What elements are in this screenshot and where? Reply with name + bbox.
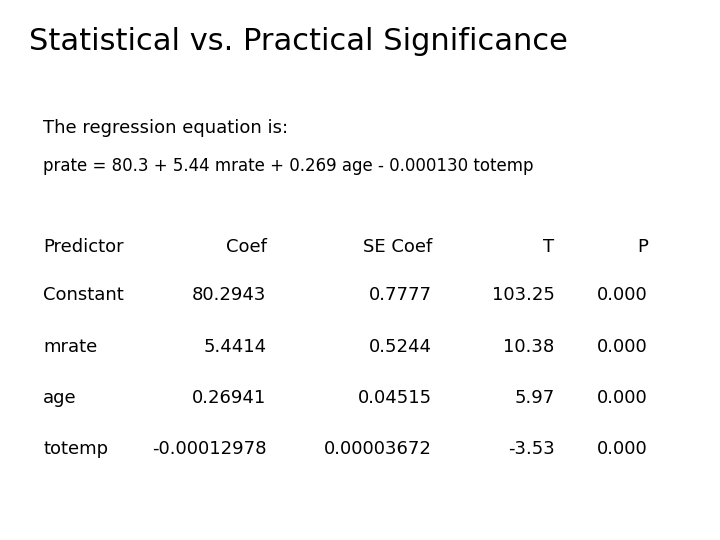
Text: Predictor: Predictor: [43, 238, 124, 255]
Text: 10.38: 10.38: [503, 338, 554, 355]
Text: Coef: Coef: [225, 238, 266, 255]
Text: 0.5244: 0.5244: [369, 338, 432, 355]
Text: P: P: [637, 238, 648, 255]
Text: totemp: totemp: [43, 440, 108, 458]
Text: 0.00003672: 0.00003672: [324, 440, 432, 458]
Text: 0.000: 0.000: [598, 286, 648, 304]
Text: 0.000: 0.000: [598, 440, 648, 458]
Text: 80.2943: 80.2943: [192, 286, 266, 304]
Text: 0.7777: 0.7777: [369, 286, 432, 304]
Text: -0.00012978: -0.00012978: [152, 440, 266, 458]
Text: age: age: [43, 389, 77, 407]
Text: 0.04515: 0.04515: [358, 389, 432, 407]
Text: The regression equation is:: The regression equation is:: [43, 119, 288, 137]
Text: 5.97: 5.97: [514, 389, 554, 407]
Text: T: T: [544, 238, 554, 255]
Text: mrate: mrate: [43, 338, 97, 355]
Text: 0.26941: 0.26941: [192, 389, 266, 407]
Text: 0.000: 0.000: [598, 338, 648, 355]
Text: 103.25: 103.25: [492, 286, 554, 304]
Text: prate = 80.3 + 5.44 mrate + 0.269 age - 0.000130 totemp: prate = 80.3 + 5.44 mrate + 0.269 age - …: [43, 157, 534, 174]
Text: -3.53: -3.53: [508, 440, 554, 458]
Text: Constant: Constant: [43, 286, 124, 304]
Text: 5.4414: 5.4414: [203, 338, 266, 355]
Text: 0.000: 0.000: [598, 389, 648, 407]
Text: SE Coef: SE Coef: [363, 238, 432, 255]
Text: Statistical vs. Practical Significance: Statistical vs. Practical Significance: [29, 27, 567, 56]
